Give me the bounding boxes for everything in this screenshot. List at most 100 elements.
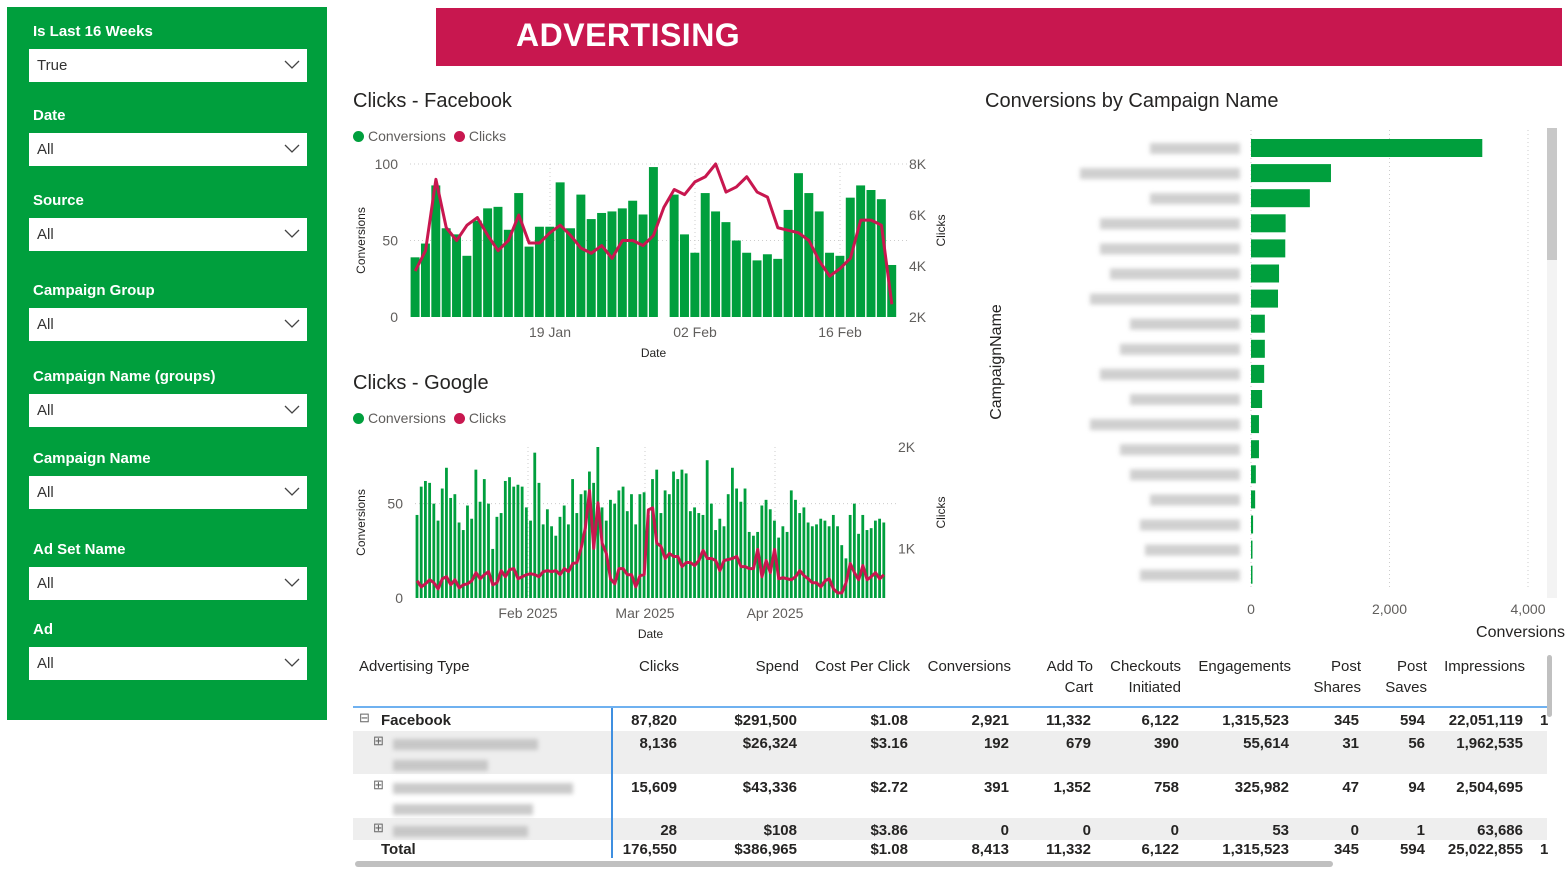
cell: 6,122	[1141, 712, 1179, 729]
row-label-redacted	[393, 760, 488, 771]
conversions-bar	[852, 503, 856, 598]
y-axis-title: Conversions	[354, 489, 368, 556]
x-tick-label: 02 Feb	[673, 324, 717, 340]
conversions-bar	[823, 520, 827, 598]
column-header-line: Spend	[755, 658, 799, 675]
conversions-bar	[836, 526, 839, 598]
conversions-bar	[478, 501, 482, 598]
slicer-dropdown[interactable]: All	[29, 476, 307, 509]
column-header[interactable]: Cost Per Click	[815, 656, 910, 677]
chevron-down-icon	[284, 60, 300, 69]
column-header[interactable]: Conversions	[928, 656, 1011, 677]
conversions-bar	[449, 497, 453, 598]
row-label-redacted	[393, 739, 538, 750]
total-cell: 8,413	[971, 841, 1009, 858]
conversions-bar	[742, 252, 752, 317]
conversions-bar	[731, 240, 741, 317]
legend-clicks[interactable]: Clicks	[468, 410, 507, 426]
column-header[interactable]: Add To Cart	[1047, 656, 1093, 698]
column-header[interactable]: Advertising Type	[359, 658, 470, 675]
scrollbar-thumb[interactable]	[1547, 128, 1557, 260]
cell: 1,352	[1053, 779, 1091, 796]
chevron-down-icon	[284, 405, 300, 414]
y-tick-label: 50	[387, 496, 403, 512]
clicks-legend-dot	[453, 130, 465, 142]
conversions-bar	[628, 200, 638, 317]
slicer-dropdown[interactable]: True	[29, 49, 307, 82]
conversions-bar	[793, 173, 803, 317]
column-header[interactable]: Post Shares	[1313, 656, 1361, 698]
column-header-line: Conversions	[927, 658, 1011, 675]
conversions-bar	[865, 530, 869, 598]
legend-conversions[interactable]: Conversions	[368, 128, 446, 144]
conversions-bar	[470, 518, 474, 598]
campaign-bar	[1251, 515, 1254, 534]
cell: 47	[1342, 779, 1359, 796]
conversions-bar	[804, 193, 814, 317]
facebook-clicks-chart[interactable]: 0 50 100 2K 4K 6K 8K 19 Jan 02 Feb 16 Feb Date Conv…	[340, 150, 960, 365]
expand-icon[interactable]: ⊞	[373, 777, 384, 792]
expand-icon[interactable]: ⊞	[373, 733, 384, 748]
conversions-bar	[785, 531, 789, 598]
slicer-dropdown[interactable]: All	[29, 218, 307, 251]
slicer-dropdown[interactable]: All	[29, 133, 307, 166]
conversions-bar	[597, 212, 607, 317]
conversions-bar	[499, 513, 503, 598]
cell: 53	[1272, 822, 1289, 839]
slicer-dropdown[interactable]: All	[29, 567, 307, 600]
conversions-bar	[701, 514, 705, 598]
conversions-bar	[566, 228, 575, 317]
slicer-dropdown[interactable]: All	[29, 394, 307, 427]
conversions-bar	[516, 484, 520, 598]
conversions-by-campaign-chart[interactable]: 0 2,000 4,000 Conversions CampaignName	[980, 120, 1566, 645]
y2-axis-title: Clicks	[934, 497, 948, 529]
slicer-dropdown[interactable]: All	[29, 308, 307, 341]
y-tick-label: 100	[375, 156, 399, 172]
conversions-bar	[562, 505, 566, 598]
conversions-bar	[825, 252, 835, 317]
horizontal-scrollbar[interactable]	[355, 861, 1333, 867]
cell: $291,500	[734, 712, 797, 729]
cell: 390	[1153, 735, 1179, 752]
x-tick-label: 0	[1247, 601, 1255, 617]
conversions-bar	[642, 492, 646, 598]
column-header[interactable]: Spend	[756, 656, 799, 677]
google-chart-title: Clicks - Google	[353, 372, 489, 394]
conversions-bar	[493, 206, 503, 317]
column-header[interactable]: Checkouts Initiated	[1110, 656, 1181, 698]
conversions-bar	[648, 167, 658, 317]
collapse-icon[interactable]: ⊟	[359, 710, 370, 725]
conversions-bar	[802, 507, 806, 598]
legend-conversions[interactable]: Conversions	[368, 410, 446, 426]
campaign-bar	[1251, 339, 1265, 358]
conversions-bar	[575, 513, 579, 598]
cell: 1,962,535	[1456, 735, 1523, 752]
conversions-bar	[857, 533, 860, 598]
google-clicks-chart[interactable]: 0 50 1K 2K Feb 2025 Mar 2025 Apr 2025 Date Conve…	[340, 432, 960, 647]
column-header[interactable]: Engagements	[1198, 656, 1291, 677]
conversions-bar	[726, 494, 730, 598]
conversions-bar	[798, 513, 802, 598]
column-header[interactable]: Post Saves	[1385, 656, 1427, 698]
column-header-line: Shares	[1313, 679, 1361, 696]
expand-icon[interactable]: ⊞	[373, 820, 384, 835]
conversions-bar	[534, 226, 544, 317]
campaign-chart-scrollbar[interactable]	[1547, 128, 1557, 598]
slicer-dropdown[interactable]: All	[29, 647, 307, 680]
conversions-bar	[810, 526, 814, 598]
column-header[interactable]: Clicks	[639, 656, 679, 677]
cell: 55,614	[1243, 735, 1289, 752]
conversions-bar	[503, 480, 507, 598]
conversions-bar	[878, 518, 881, 598]
column-header[interactable]: Impressions	[1444, 656, 1525, 677]
campaign-bar	[1251, 565, 1253, 584]
conversions-bar	[554, 535, 558, 598]
vertical-scrollbar[interactable]	[1547, 655, 1552, 717]
campaign-bar	[1251, 139, 1483, 157]
conversions-bar	[472, 220, 482, 317]
conversions-bar	[596, 447, 600, 598]
page-header: ADVERTISING	[436, 8, 1562, 66]
conversions-bar	[558, 516, 562, 598]
campaign-name-label-redacted	[1150, 193, 1240, 205]
legend-clicks[interactable]: Clicks	[468, 128, 507, 144]
